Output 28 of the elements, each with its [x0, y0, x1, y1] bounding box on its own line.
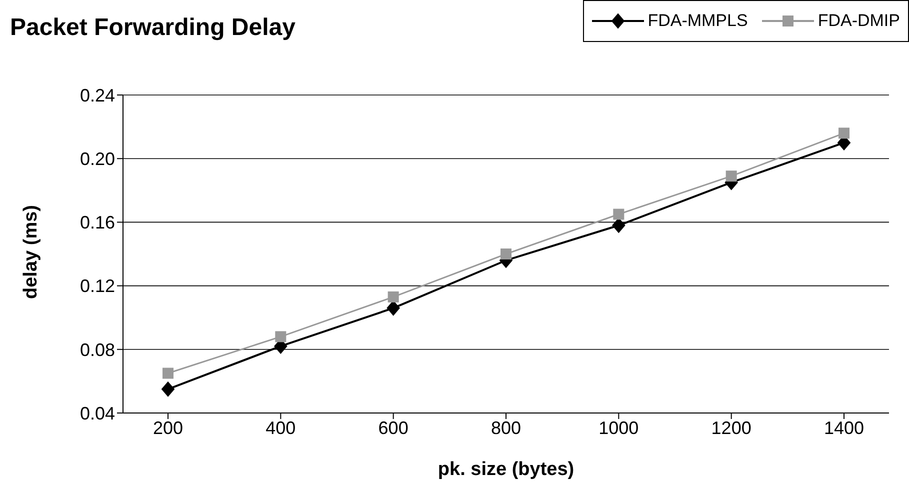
point	[838, 128, 850, 139]
y-tick-label: 0.20	[80, 148, 115, 169]
x-tick-label: 200	[152, 418, 184, 438]
x-axis-title: pk. size (bytes)	[438, 459, 574, 480]
x-tick-label: 800	[490, 418, 522, 438]
y-axis-title: delay (ms)	[20, 205, 42, 299]
x-tick-label: 1200	[711, 418, 752, 438]
y-tick-label: 0.08	[80, 340, 115, 360]
point	[386, 300, 400, 316]
legend-label: FDA-DMIP	[818, 11, 900, 31]
point	[162, 382, 174, 397]
point	[726, 170, 737, 182]
y-tick-label: 0.16	[80, 212, 115, 233]
y-tick-label: 0.24	[80, 85, 115, 106]
point	[612, 218, 626, 233]
point	[275, 331, 286, 342]
y-tick-label: 0.12	[80, 276, 115, 296]
x-tick-label: 400	[266, 418, 296, 438]
chart-title: Packet Forwarding Delay	[10, 14, 296, 42]
legend-label: FDA-MMPLS	[648, 11, 748, 31]
point	[388, 291, 399, 302]
x-tick-label: 600	[378, 418, 408, 438]
y-tick-label: 0.04	[80, 403, 115, 424]
point	[613, 208, 624, 220]
x-tick-label: 1000	[598, 418, 639, 438]
x-tick-label: 1400	[824, 418, 864, 438]
point	[500, 248, 512, 260]
point	[162, 368, 174, 379]
